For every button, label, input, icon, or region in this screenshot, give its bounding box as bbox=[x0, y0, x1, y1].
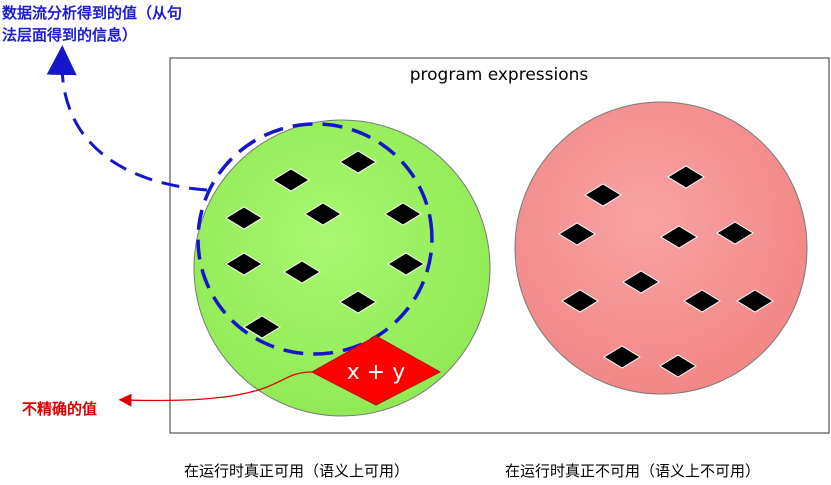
black-diamond-icon bbox=[667, 165, 705, 189]
unavailable-expression-elements bbox=[558, 165, 774, 378]
black-diamond-icon bbox=[584, 183, 622, 207]
imprecise-arrow bbox=[118, 371, 313, 407]
dataflow-caption-line1: 数据流分析得到的值（从句 bbox=[2, 4, 183, 22]
black-diamond-icon bbox=[622, 270, 660, 294]
box-label: program expressions bbox=[410, 65, 589, 85]
unavailable-set-caption: 在运行时真正不可用（语义上不可用） bbox=[505, 462, 761, 480]
black-diamond-icon bbox=[387, 252, 425, 276]
black-diamond-icon bbox=[683, 289, 721, 313]
black-diamond-icon bbox=[339, 150, 377, 174]
dataflow-estimate-outline bbox=[196, 122, 434, 356]
black-diamond-icon bbox=[561, 289, 599, 313]
black-diamond-icon bbox=[225, 252, 263, 276]
dataflow-caption: 数据流分析得到的值（从句 法层面得到的信息） bbox=[2, 2, 242, 46]
black-diamond-icon bbox=[603, 345, 641, 369]
black-diamond-icon bbox=[225, 206, 263, 230]
unavailable-set-circle bbox=[514, 101, 808, 395]
imprecise-caption: 不精确的值 bbox=[22, 400, 98, 418]
available-set-circle bbox=[193, 119, 491, 417]
black-diamond-icon bbox=[660, 225, 698, 249]
dataflow-caption-line2: 法层面得到的信息） bbox=[2, 26, 138, 44]
black-diamond-icon bbox=[304, 202, 342, 226]
black-diamond-icon bbox=[272, 168, 310, 192]
black-diamond-icon bbox=[339, 290, 377, 314]
black-diamond-icon bbox=[659, 354, 697, 378]
dataflow-arrow bbox=[46, 45, 208, 192]
black-diamond-icon bbox=[736, 289, 774, 313]
available-set-caption: 在运行时真正可用（语义上可用） bbox=[184, 462, 410, 480]
black-diamond-icon bbox=[558, 222, 596, 246]
black-diamond-icon bbox=[283, 260, 321, 284]
black-diamond-icon bbox=[716, 221, 754, 245]
available-expression-elements bbox=[225, 150, 425, 339]
black-diamond-icon bbox=[384, 202, 422, 226]
black-diamond-icon bbox=[243, 315, 281, 339]
imprecise-expression-label: x + y bbox=[347, 360, 405, 385]
imprecise-expression-diamond bbox=[310, 335, 442, 406]
